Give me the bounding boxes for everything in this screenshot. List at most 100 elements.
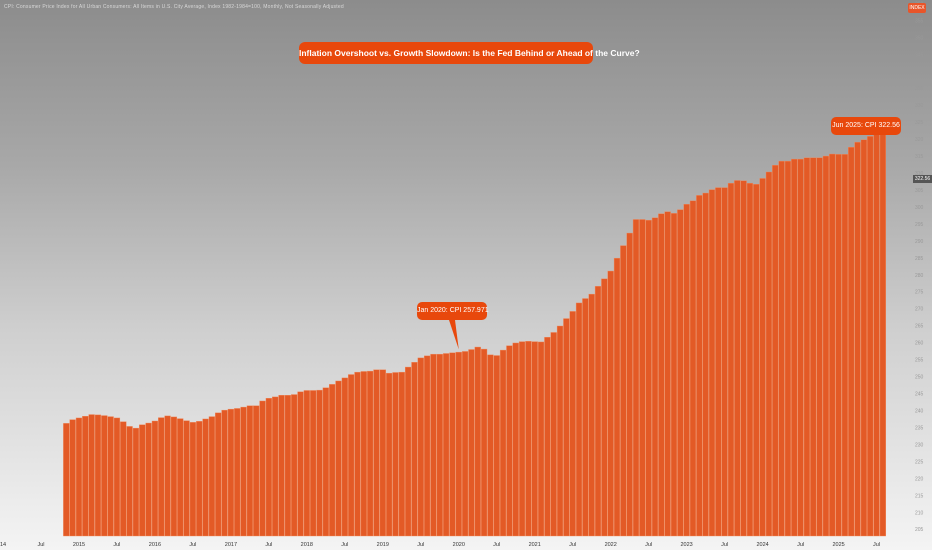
cpi-bar <box>170 416 178 537</box>
cpi-bar <box>259 400 266 537</box>
cpi-bar <box>563 318 570 537</box>
x-tick-label: Jul <box>341 542 348 548</box>
cpi-bar <box>322 387 329 537</box>
y-tick-label: 220 <box>915 476 924 482</box>
cpi-bar <box>879 130 886 537</box>
x-tick-label: 2016 <box>149 542 161 548</box>
cpi-bar <box>386 372 393 537</box>
y-tick-label: 205 <box>915 527 924 533</box>
cpi-bar <box>753 184 760 537</box>
y-tick-label: 325 <box>915 120 924 126</box>
cpi-bar <box>360 371 367 537</box>
cpi-bar <box>240 406 247 537</box>
cpi-bar <box>556 325 564 537</box>
cpi-bar <box>392 372 399 537</box>
cpi-bar <box>126 426 133 537</box>
x-tick-label: 2019 <box>377 542 389 548</box>
y-tick-label: 255 <box>915 358 924 364</box>
cpi-bar <box>683 204 690 537</box>
cpi-bar <box>759 178 766 537</box>
cpi-bar <box>670 213 678 537</box>
cpi-bar <box>841 154 848 537</box>
cpi-bar <box>367 370 374 537</box>
cpi-bar <box>873 133 880 537</box>
cpi-bar <box>594 286 602 537</box>
time-axis: 14 Jul 2015 Jul 2016 Jul 2017 Jul 2018 Jul 2019 Jul… <box>0 542 880 548</box>
source-caption: CPI: Consumer Price Index for All Urban … <box>4 4 344 10</box>
pointer-jan-2020 <box>449 320 459 350</box>
cpi-bar <box>303 390 310 537</box>
cpi-bar <box>658 213 665 537</box>
cpi-bar <box>132 427 140 537</box>
y-tick-label: 215 <box>915 493 924 499</box>
cpi-bar <box>854 141 861 537</box>
cpi-bar <box>468 349 475 537</box>
cpi-bar <box>835 154 842 537</box>
cpi-bar <box>816 157 823 537</box>
x-tick-label: 2025 <box>832 542 844 548</box>
cpi-bar <box>75 417 83 537</box>
cpi-bar <box>525 341 532 537</box>
cpi-bar <box>183 420 190 537</box>
y-tick-label: 235 <box>915 425 924 431</box>
y-tick-label: 210 <box>915 510 924 516</box>
cpi-bar <box>94 414 102 537</box>
cpi-bar <box>246 405 253 537</box>
cpi-bar <box>740 180 747 537</box>
cpi-bar <box>284 395 291 537</box>
cpi-bar <box>702 192 709 537</box>
cpi-bar <box>689 200 697 537</box>
y-tick-label: 230 <box>915 442 924 448</box>
x-tick-label: 2018 <box>301 542 313 548</box>
x-tick-label: 14 <box>0 542 6 548</box>
cpi-bar <box>544 337 551 537</box>
y-tick-label: 240 <box>915 409 924 415</box>
cpi-bar <box>348 374 355 537</box>
cpi-bar <box>860 139 867 537</box>
cpi-bar <box>120 421 127 537</box>
cpi-bar <box>575 302 583 537</box>
x-tick-label: Jul <box>873 542 880 548</box>
cpi-bar <box>354 371 361 537</box>
y-tick-label: 355 <box>915 18 924 24</box>
cpi-bar <box>189 422 197 537</box>
cpi-bar <box>113 417 121 537</box>
x-tick-label: 2023 <box>680 542 692 548</box>
y-tick-label: 280 <box>915 273 924 279</box>
y-tick-label: 300 <box>915 205 924 211</box>
cpi-bar <box>177 418 184 537</box>
cpi-bar <box>196 421 203 537</box>
x-tick-label: Jul <box>113 542 120 548</box>
y-tick-label: 330 <box>915 103 924 109</box>
y-tick-label: 310 <box>915 171 924 177</box>
cpi-bar <box>664 211 671 537</box>
cpi-bar <box>329 384 336 537</box>
y-tick-label: 340 <box>915 69 924 75</box>
cpi-bar <box>69 419 76 537</box>
cpi-bar <box>151 420 159 537</box>
cpi-bar <box>82 416 89 537</box>
cpi-bar <box>278 395 285 537</box>
cpi-bar <box>797 158 804 537</box>
cpi-bar <box>265 398 272 537</box>
x-tick-label: Jul <box>797 542 804 548</box>
cpi-bar <box>480 348 488 537</box>
bar-series <box>63 130 886 537</box>
cpi-bar <box>107 416 114 537</box>
cpi-bar <box>531 341 538 537</box>
y-tick-label: 305 <box>915 188 924 194</box>
cpi-bar <box>506 345 513 537</box>
y-tick-label: 290 <box>915 239 924 245</box>
x-tick-label: 2024 <box>756 542 768 548</box>
cpi-bar <box>297 391 304 537</box>
cpi-bar <box>772 165 779 537</box>
currency-button[interactable]: INDEX <box>908 3 926 13</box>
y-tick-label: 250 <box>915 375 924 381</box>
x-tick-label: Jul <box>417 542 424 548</box>
cpi-bar <box>405 366 412 537</box>
y-tick-label: 275 <box>915 290 924 296</box>
cpi-bar <box>784 160 792 537</box>
x-tick-label: 2017 <box>225 542 237 548</box>
cpi-bar <box>607 270 614 537</box>
cpi-bar <box>518 341 526 537</box>
